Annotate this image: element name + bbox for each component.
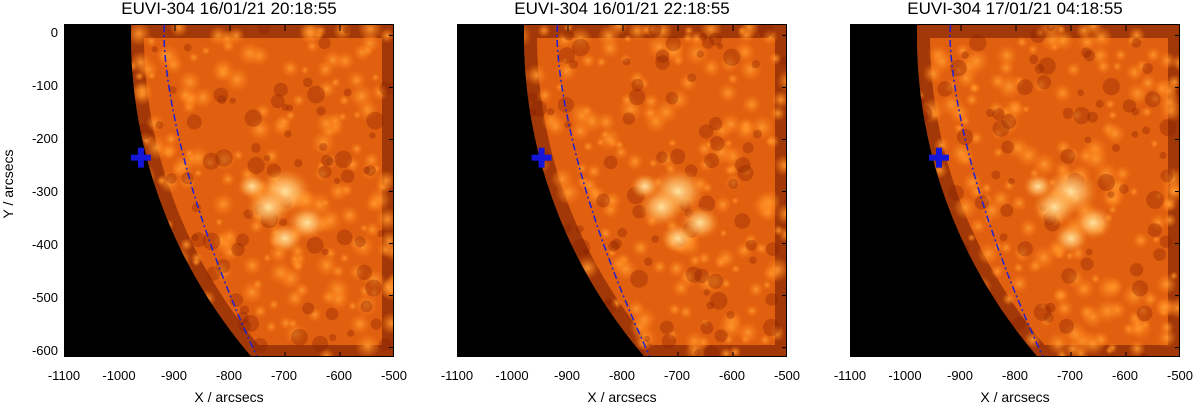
x-tick-label: -800 bbox=[608, 368, 636, 383]
longitude-line bbox=[949, 25, 1044, 356]
longitude-line bbox=[163, 25, 258, 356]
x-tick-label: -1000 bbox=[495, 368, 529, 383]
y-tick-label: -100 bbox=[31, 78, 58, 93]
x-tick-label: -1000 bbox=[888, 368, 922, 383]
x-tick-label: -900 bbox=[946, 368, 974, 383]
plus-marker-icon bbox=[531, 147, 552, 168]
x-axis-label: X / arcsecs bbox=[587, 389, 657, 405]
solar-image-plot bbox=[457, 24, 787, 357]
x-tick-label: -500 bbox=[380, 368, 408, 383]
x-axis-label: X / arcsecs bbox=[980, 389, 1050, 405]
x-tick-label: -600 bbox=[718, 368, 746, 383]
plus-marker-icon bbox=[130, 147, 151, 168]
y-tick-label: -400 bbox=[31, 237, 58, 252]
x-tick-label: -600 bbox=[325, 368, 353, 383]
euvi-panel-2: EUVI-304 16/01/21 22:18:55 X / arcsecs -… bbox=[393, 0, 800, 410]
solar-image-plot bbox=[850, 24, 1180, 357]
x-tick-label: -1100 bbox=[47, 368, 81, 383]
solar-image-plot bbox=[64, 24, 394, 357]
x-tick-label: -600 bbox=[1111, 368, 1139, 383]
x-tick-label: -800 bbox=[1001, 368, 1029, 383]
x-tick-label: -500 bbox=[773, 368, 801, 383]
panel-title: EUVI-304 16/01/21 22:18:55 bbox=[514, 0, 730, 18]
x-tick-label: -700 bbox=[270, 368, 298, 383]
solar-image bbox=[458, 25, 786, 356]
x-tick-label: -700 bbox=[663, 368, 691, 383]
x-tick-label: -900 bbox=[553, 368, 581, 383]
x-tick-label: -1000 bbox=[102, 368, 136, 383]
x-tick-label: -900 bbox=[160, 368, 188, 383]
plus-marker-icon bbox=[929, 147, 949, 168]
solar-image bbox=[65, 25, 393, 356]
y-tick-label: -200 bbox=[31, 131, 58, 146]
x-tick-label: -500 bbox=[1166, 368, 1194, 383]
x-tick-label: -800 bbox=[215, 368, 243, 383]
longitude-line bbox=[556, 25, 651, 356]
x-tick-label: -1100 bbox=[833, 368, 867, 383]
x-tick-label: -700 bbox=[1056, 368, 1084, 383]
y-tick-label: -600 bbox=[31, 343, 58, 358]
panel-title: EUVI-304 16/01/21 20:18:55 bbox=[121, 0, 337, 18]
x-tick-label: -1100 bbox=[440, 368, 474, 383]
x-axis-label: X / arcsecs bbox=[194, 389, 264, 405]
panel-title: EUVI-304 17/01/21 04:18:55 bbox=[907, 0, 1123, 18]
euvi-panel-3: EUVI-304 17/01/21 04:18:55 X / arcsecs -… bbox=[786, 0, 1193, 410]
y-tick-label: -500 bbox=[31, 290, 58, 305]
euvi-panel-1: EUVI-304 16/01/21 20:18:55 Y / arcsecs X… bbox=[0, 0, 407, 410]
solar-image bbox=[851, 25, 1179, 356]
y-tick-label: 0 bbox=[50, 25, 58, 40]
y-tick-label: -300 bbox=[31, 184, 58, 199]
